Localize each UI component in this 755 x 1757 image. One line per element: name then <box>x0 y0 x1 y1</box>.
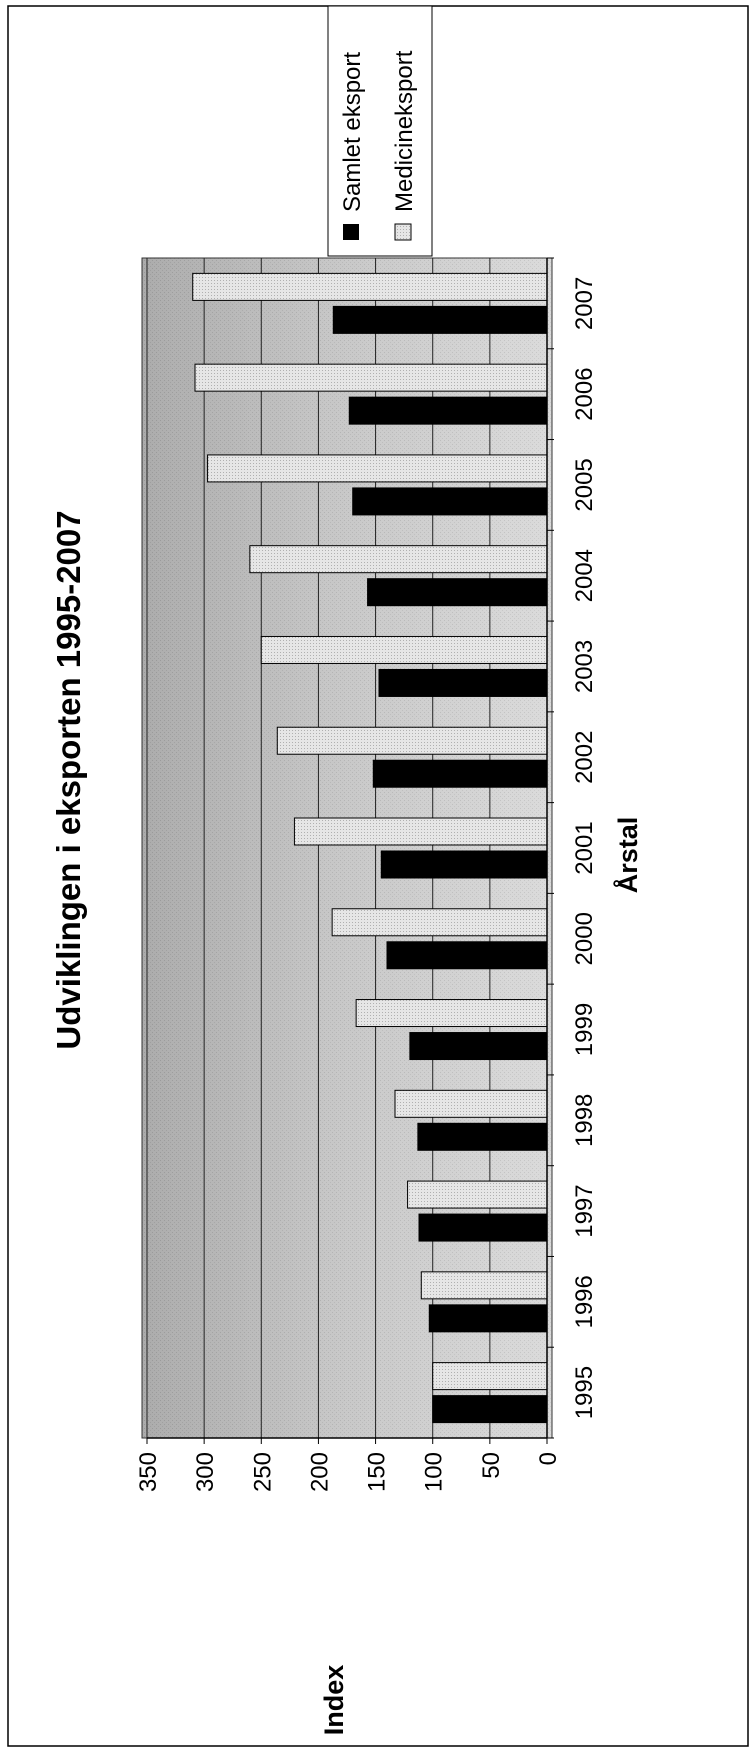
bar-medicineksport <box>207 454 548 483</box>
bar-medicineksport <box>331 908 548 937</box>
category-tick-label: 2001 <box>571 821 598 874</box>
category-tick-label: 1999 <box>571 1003 598 1056</box>
y-axis-label: Index <box>319 1665 349 1736</box>
x-axis-label: Årstal <box>612 817 643 894</box>
bar-medicineksport <box>192 272 548 301</box>
bar-medicineksport <box>260 635 548 664</box>
bar-samlet-eksport <box>432 1395 548 1424</box>
bar-medicineksport <box>420 1271 548 1300</box>
bars <box>192 272 548 1424</box>
bar-samlet-eksport <box>418 1213 548 1242</box>
category-tick-label: 2007 <box>571 277 598 330</box>
category-tick-label: 2006 <box>571 367 598 420</box>
category-tick-label: 2004 <box>571 549 598 602</box>
bar-samlet-eksport <box>378 668 548 697</box>
value-tick-label: 350 <box>135 1452 162 1492</box>
legend-swatch-samlet <box>343 224 359 240</box>
bar-samlet-eksport <box>372 759 548 788</box>
bar-medicineksport <box>394 1089 548 1118</box>
value-tick-label: 50 <box>478 1452 505 1479</box>
category-tick-label: 1996 <box>571 1275 598 1328</box>
bar-medicineksport <box>293 817 548 846</box>
bar-medicineksport <box>276 726 548 755</box>
legend: Samlet eksport Medicineksport <box>327 5 433 257</box>
legend-label-medicin: Medicineksport <box>391 50 418 212</box>
legend-box <box>327 5 433 257</box>
value-tick-label: 150 <box>364 1452 391 1492</box>
value-tick-label: 0 <box>535 1452 562 1465</box>
category-tick-label: 2000 <box>571 912 598 965</box>
value-tick-label: 300 <box>192 1452 219 1492</box>
bar-samlet-eksport <box>380 850 548 879</box>
bar-samlet-eksport <box>352 487 548 516</box>
category-tick-label: 1997 <box>571 1184 598 1237</box>
value-tick-label: 200 <box>306 1452 333 1492</box>
bar-medicineksport <box>407 1180 548 1209</box>
category-axis-ticks: 1995 1996 1997 1998 1999 2000 2001 2002 2003 2004… <box>547 257 598 1439</box>
category-tick-label: 1998 <box>571 1094 598 1147</box>
legend-label-samlet: Samlet eksport <box>339 52 366 212</box>
axes <box>147 258 548 1439</box>
chart-title: Udviklingen i eksporten 1995-2007 <box>50 510 87 1049</box>
bar-samlet-eksport <box>428 1304 548 1333</box>
bar-medicineksport <box>432 1362 548 1391</box>
bar-medicineksport <box>355 999 548 1028</box>
bar-samlet-eksport <box>348 396 548 425</box>
bar-samlet-eksport <box>417 1122 548 1151</box>
value-axis-ticks: 0 50 100 150 200 250 300 350 <box>135 1438 562 1492</box>
legend-swatch-medicin <box>394 223 412 241</box>
value-tick-label: 250 <box>249 1452 276 1492</box>
category-tick-label: 2005 <box>571 458 598 511</box>
value-tick-label: 100 <box>421 1452 448 1492</box>
bar-samlet-eksport <box>367 578 548 607</box>
bar-medicineksport <box>194 363 548 392</box>
bar-samlet-eksport <box>386 941 548 970</box>
bar-medicineksport <box>249 545 548 574</box>
category-tick-label: 1995 <box>571 1366 598 1419</box>
category-tick-label: 2003 <box>571 640 598 693</box>
category-tick-label: 2002 <box>571 731 598 784</box>
bar-samlet-eksport <box>332 305 548 334</box>
bar-samlet-eksport <box>409 1032 548 1061</box>
